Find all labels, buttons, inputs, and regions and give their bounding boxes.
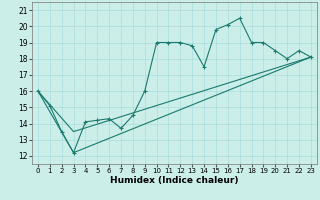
X-axis label: Humidex (Indice chaleur): Humidex (Indice chaleur) (110, 176, 239, 185)
